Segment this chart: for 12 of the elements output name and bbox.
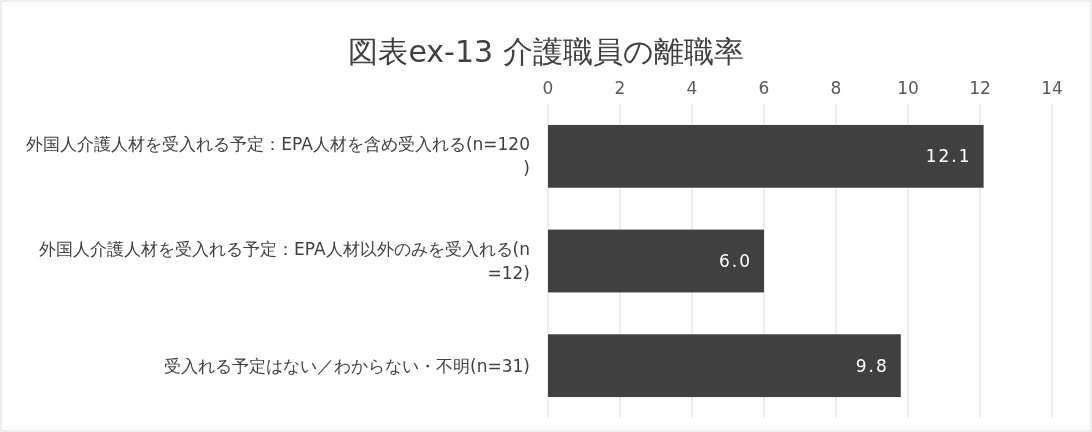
x-tick-label: 10 [897, 78, 919, 98]
data-label: 9.8 [855, 355, 889, 376]
data-label: 12.1 [925, 146, 972, 167]
x-tick-label: 4 [686, 78, 698, 98]
x-tick-label: 2 [614, 78, 626, 98]
x-tick-label: 12 [969, 78, 991, 98]
title: 図表ex-13 介護職員の離職率 [348, 34, 744, 69]
x-tick-label: 6 [758, 78, 770, 98]
x-tick-label: 0 [542, 78, 554, 98]
x-tick-label: 14 [1041, 78, 1063, 98]
x-tick-label: 8 [830, 78, 842, 98]
data-label: 6.0 [718, 251, 752, 271]
